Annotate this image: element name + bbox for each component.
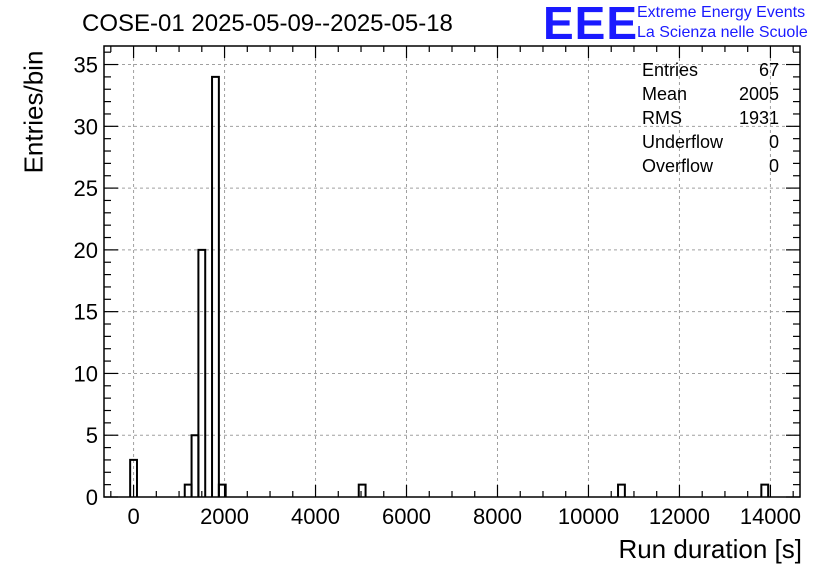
x-tick-label: 14000 — [740, 504, 801, 529]
x-tick-label: 4000 — [291, 504, 340, 529]
y-tick-label: 15 — [74, 300, 98, 325]
x-axis-label: Run duration [s] — [618, 534, 802, 564]
stat-label: Mean — [642, 84, 688, 104]
y-axis-label: Entries/bin — [18, 50, 49, 174]
stat-row-underflow: Underflow 0 — [642, 130, 779, 154]
stat-label: RMS — [642, 108, 682, 128]
stat-label: Entries — [642, 60, 699, 80]
y-tick-label: 25 — [74, 176, 98, 201]
stat-label: Overflow — [642, 156, 714, 176]
y-tick-label: 35 — [74, 53, 98, 78]
histogram-bar — [211, 75, 220, 497]
stat-value: 2005 — [738, 84, 779, 104]
logo-line-1: Extreme Energy Events — [637, 4, 806, 21]
x-tick-label: 0 — [127, 504, 139, 529]
stat-value: 1931 — [738, 108, 779, 128]
histogram-bar — [197, 248, 207, 497]
y-tick-label: 20 — [74, 238, 98, 263]
x-tick-label: 2000 — [200, 504, 249, 529]
stat-value: 0 — [768, 156, 779, 176]
stat-row-rms: RMS 1931 — [642, 106, 779, 130]
stat-row-entries: Entries 67 — [642, 58, 779, 82]
x-tick-label: 10000 — [558, 504, 619, 529]
y-tick-label: 30 — [74, 114, 98, 139]
x-tick-label: 6000 — [382, 504, 431, 529]
x-tick-label: 12000 — [649, 504, 710, 529]
histogram-bar — [357, 483, 367, 497]
chart-title: COSE-01 2025-05-09--2025-05-18 — [82, 10, 453, 37]
stat-label: Underflow — [642, 132, 724, 152]
x-tick-label: 8000 — [473, 504, 522, 529]
histogram-bar — [760, 483, 770, 497]
y-tick-label: 5 — [86, 423, 98, 448]
histogram-bar — [129, 458, 138, 497]
stat-value: 0 — [768, 132, 779, 152]
eee-logo: EEE — [543, 0, 639, 49]
y-tick-label: 0 — [86, 485, 98, 510]
histogram-bar — [617, 483, 626, 497]
y-tick-label: 10 — [74, 361, 98, 386]
stat-row-mean: Mean 2005 — [642, 82, 779, 106]
histogram-bar — [217, 483, 227, 497]
histogram-bar — [183, 483, 193, 497]
stat-row-overflow: Overflow 0 — [642, 154, 779, 178]
stat-value: 67 — [758, 60, 779, 80]
stats-box: Entries 67 Mean 2005 RMS 1931 Underflow … — [642, 58, 779, 178]
histogram-bar — [190, 434, 200, 497]
logo-line-2: La Scienza nelle Scuole — [637, 24, 808, 41]
